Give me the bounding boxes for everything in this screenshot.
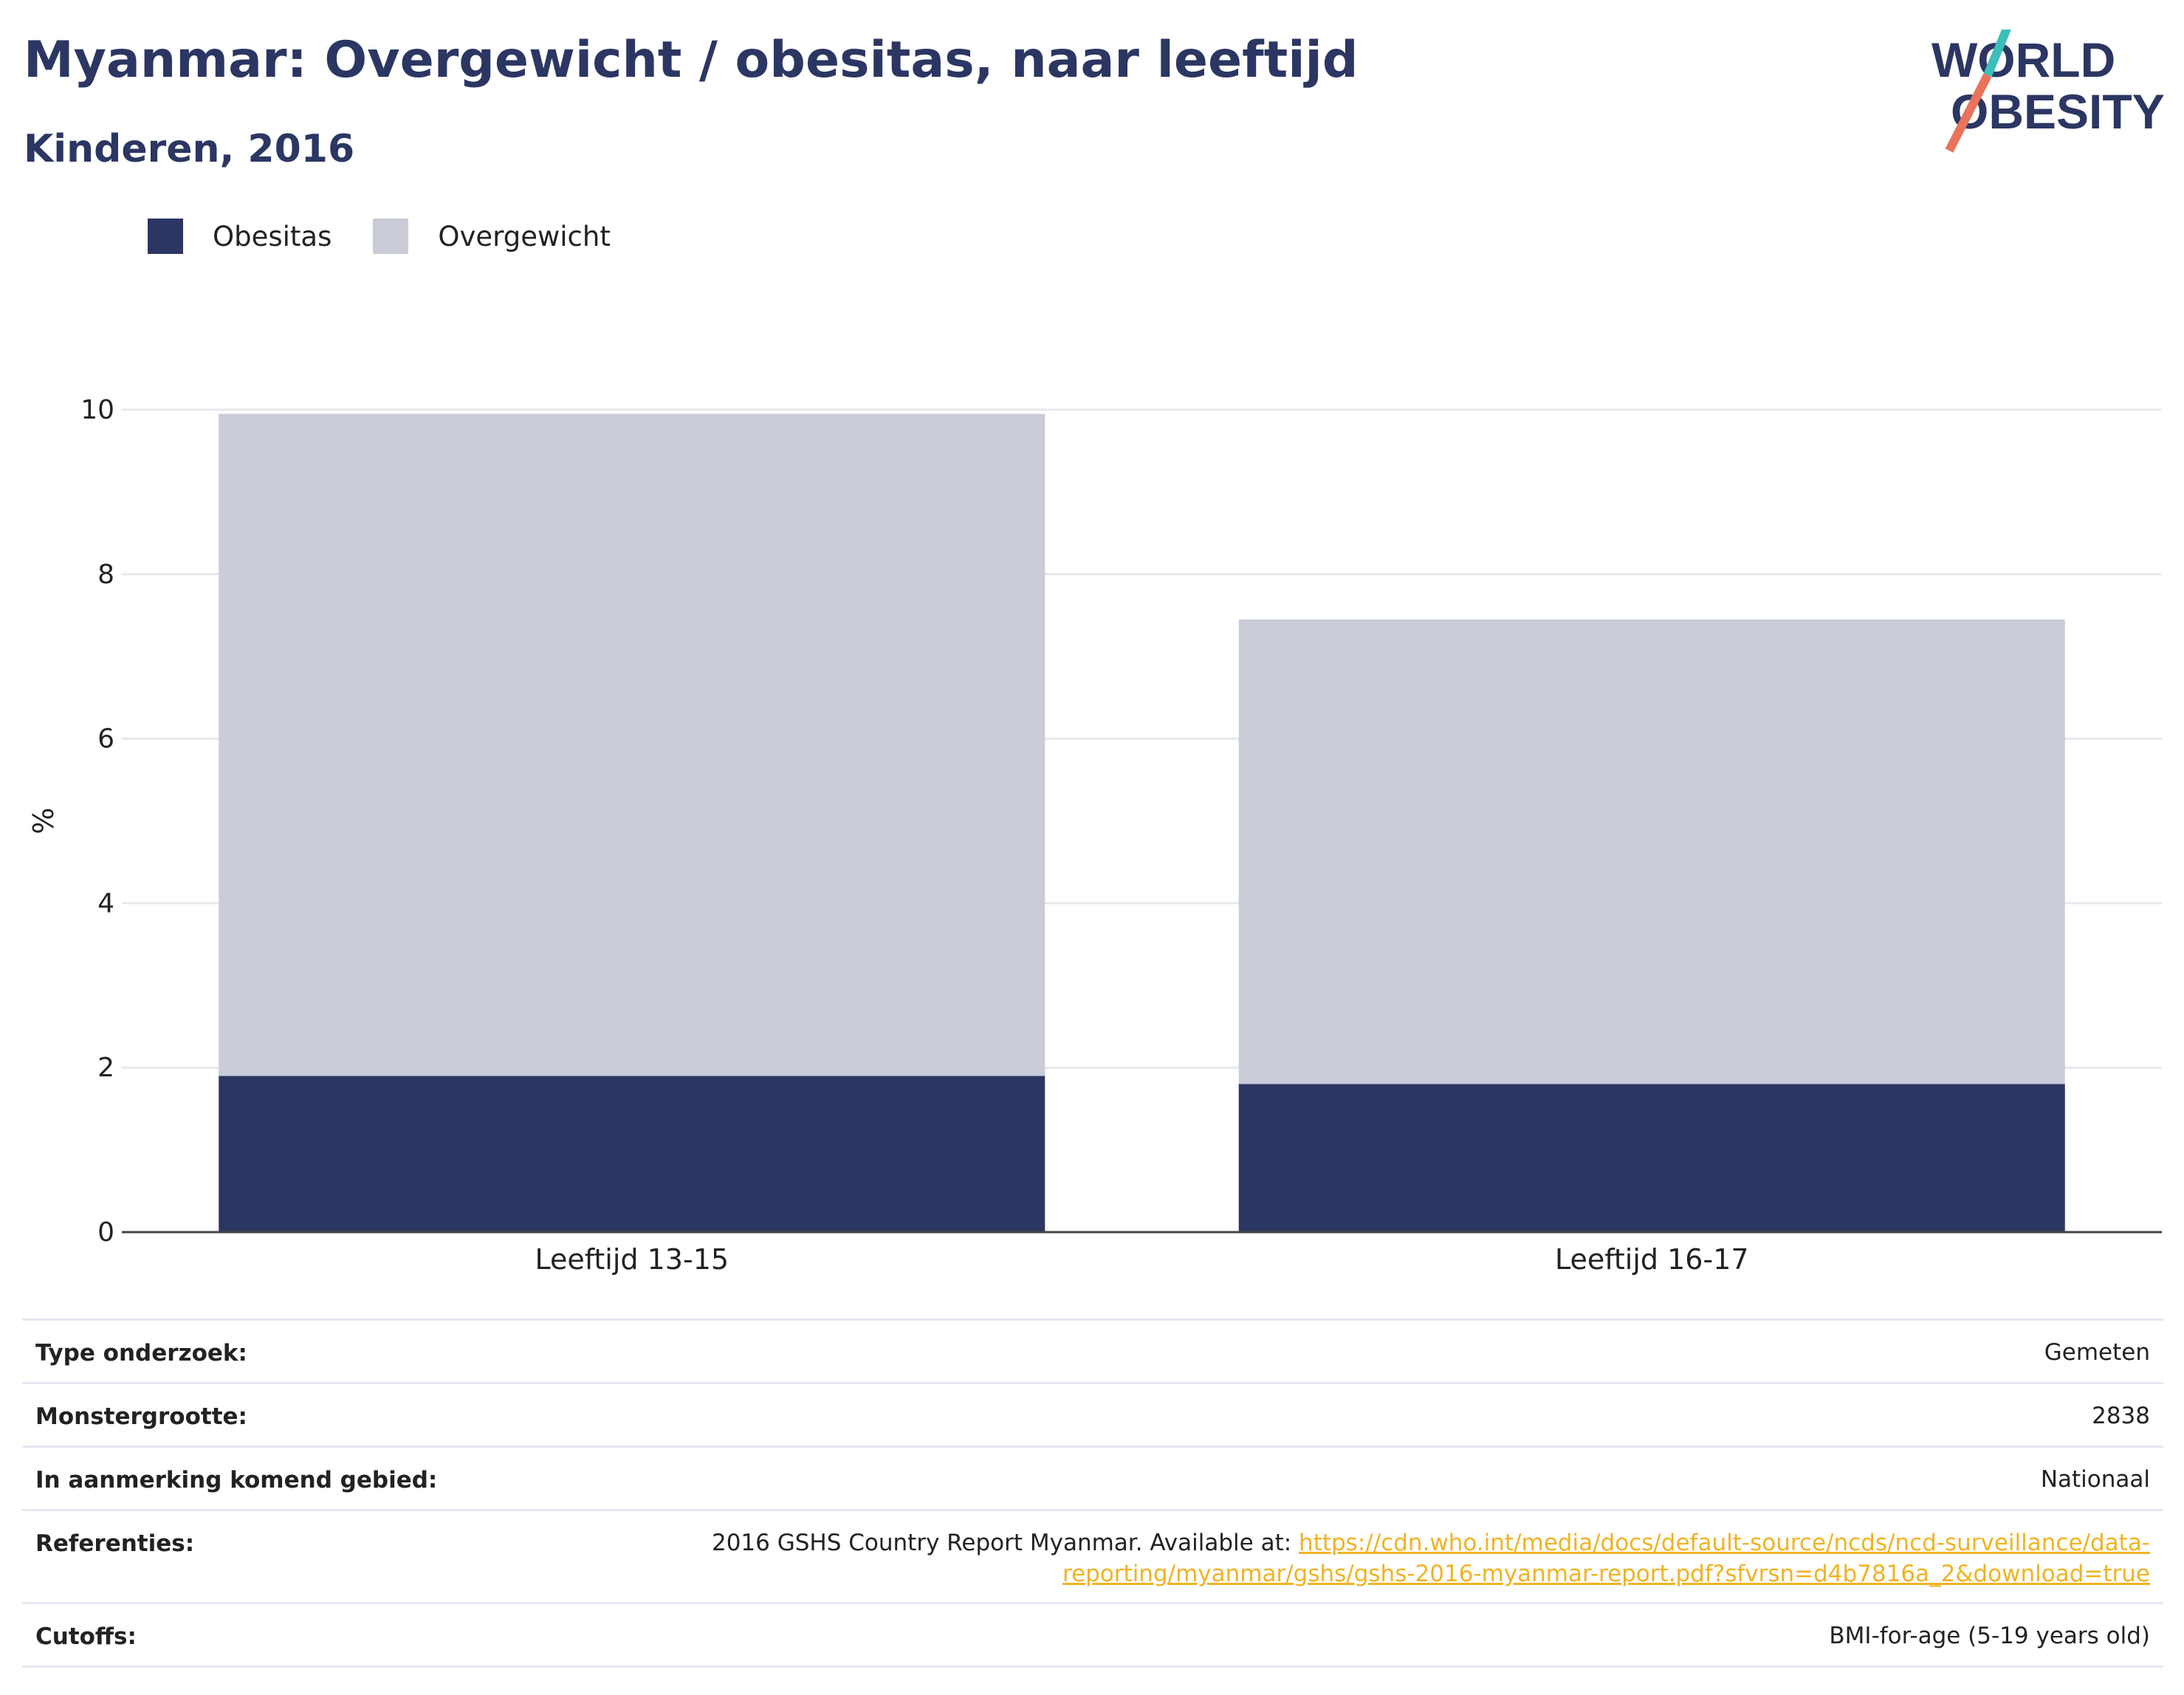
bar-obesitas-2[interactable] — [1238, 1084, 2065, 1232]
info-row-area: In aanmerking komend gebied: Nationaal — [22, 1445, 2163, 1509]
info-value-area: Nationaal — [2040, 1466, 2150, 1493]
page-title: Myanmar: Overgewicht / obesitas, naar le… — [24, 31, 1359, 89]
info-table: Type onderzoek: Gemeten Monstergrootte: … — [22, 1318, 2163, 1668]
logo-slash-top — [1983, 30, 2012, 78]
legend-label-obesitas: Obesitas — [213, 220, 332, 252]
legend-label-overgewicht: Overgewicht — [438, 220, 611, 252]
x-tick-label: Leeftijd 13-15 — [535, 1243, 729, 1276]
y-tick-label: 4 — [97, 888, 114, 918]
info-label-sample-size: Monstergrootte: — [35, 1403, 247, 1430]
legend-swatch-obesitas — [148, 219, 183, 254]
y-axis-label: % — [27, 808, 60, 834]
info-label-type: Type onderzoek: — [35, 1340, 247, 1366]
chart-legend: Obesitas Overgewicht — [148, 219, 652, 254]
logo-text-line2: OBESITY — [1951, 84, 2165, 139]
y-tick-label: 10 — [80, 395, 114, 425]
info-label-references: Referenties: — [35, 1530, 195, 1557]
info-label-cutoffs: Cutoffs: — [35, 1623, 137, 1650]
reference-link-line2[interactable]: reporting/myanmar/gshs/gshs-2016-myanmar… — [1062, 1561, 2150, 1587]
info-row-sample-size: Monstergrootte: 2838 — [22, 1382, 2163, 1445]
x-tick-label: Leeftijd 16-17 — [1555, 1243, 1749, 1276]
y-tick-label: 2 — [97, 1053, 114, 1083]
world-obesity-logo: WORLD OBESITY — [1931, 30, 2165, 153]
info-value-references: 2016 GSHS Country Report Myanmar. Availa… — [712, 1527, 2150, 1589]
y-tick-label: 8 — [97, 560, 114, 590]
legend-item-obesitas[interactable]: Obesitas — [148, 219, 332, 254]
info-row-cutoffs: Cutoffs: BMI-for-age (5-19 years old) — [22, 1602, 2163, 1668]
y-tick-label: 0 — [97, 1217, 114, 1248]
page-subtitle: Kinderen, 2016 — [24, 127, 355, 171]
legend-swatch-overgewicht — [373, 219, 409, 254]
info-value-cutoffs: BMI-for-age (5-19 years old) — [1829, 1623, 2150, 1649]
logo-text-line1: WORLD — [1931, 32, 2115, 87]
reference-link-line1[interactable]: https://cdn.who.int/media/docs/default-s… — [1299, 1530, 2150, 1556]
stacked-bar-chart: 0 2 4 6 8 10% Leeftijd 13-15 Leeftijd 16-17 — [27, 395, 2162, 1276]
info-row-references: Referenties: 2016 GSHS Country Report My… — [22, 1509, 2163, 1602]
y-tick-label: 6 — [97, 724, 114, 754]
info-row-type: Type onderzoek: Gemeten — [22, 1318, 2163, 1382]
bar-overgewicht-1[interactable] — [219, 413, 1045, 1076]
reference-text: 2016 GSHS Country Report Myanmar. Availa… — [711, 1530, 1299, 1556]
logo-slash-bottom — [1945, 73, 1992, 153]
info-label-area: In aanmerking komend gebied: — [35, 1467, 438, 1493]
legend-item-overgewicht[interactable]: Overgewicht — [373, 219, 611, 254]
bar-obesitas-1[interactable] — [219, 1076, 1045, 1232]
bar-overgewicht-2[interactable] — [1238, 619, 2065, 1084]
info-value-sample-size: 2838 — [2092, 1403, 2150, 1429]
info-value-type: Gemeten — [2044, 1339, 2150, 1366]
